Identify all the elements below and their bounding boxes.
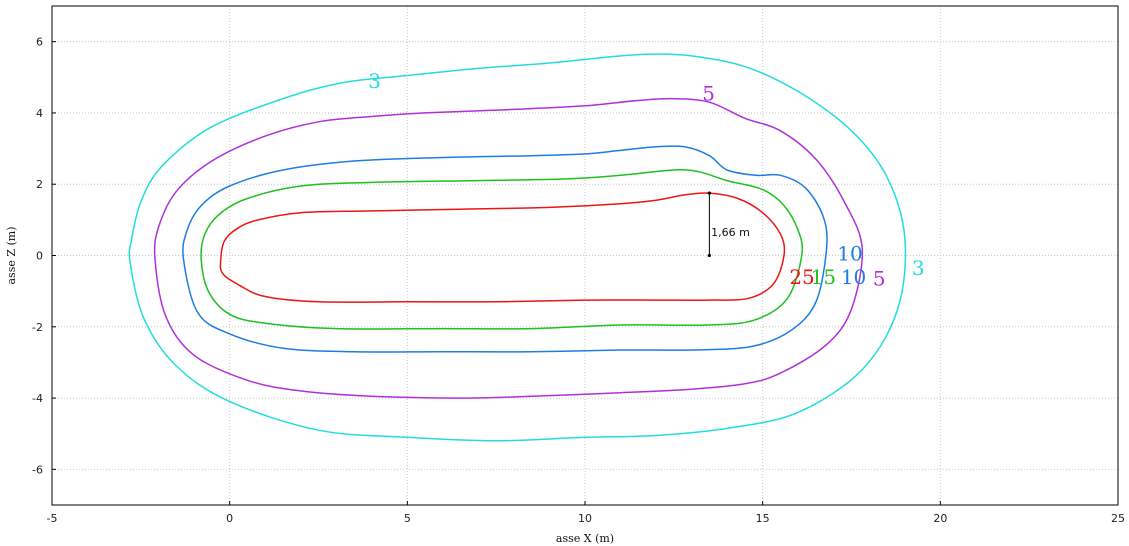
y-tick-label: 2 [36,178,43,191]
contour-label-3: 3 [368,69,381,93]
y-tick-label: 6 [36,36,43,49]
contour-label-3: 3 [912,256,925,280]
annotation-point [708,254,711,257]
grid-lines [52,6,1118,505]
x-tick-label: 0 [226,512,233,525]
annotation-text: 1,66 m [711,226,750,239]
y-tick-label: -6 [32,463,43,476]
contour-series [129,54,905,441]
contour-label-5: 5 [873,267,886,291]
annotation-point [708,192,711,195]
contour-line-5 [155,99,863,398]
y-axis-label: asse Z (m) [5,226,18,284]
contour-label-25: 25 [789,265,814,289]
x-tick-label: 20 [933,512,947,525]
y-tick-label: 4 [36,107,43,120]
y-tick-label: -2 [32,321,43,334]
x-tick-label: 15 [756,512,770,525]
x-tick-label: -5 [47,512,58,525]
contour-label-10: 10 [837,242,862,266]
contour-line-3 [129,54,905,441]
contour-line-10 [183,146,827,352]
contour-line-25 [220,193,784,302]
x-tick-label: 25 [1111,512,1125,525]
x-axis-label: asse X (m) [556,532,614,545]
contour-label-5: 5 [702,81,715,105]
x-tick-label: 10 [578,512,592,525]
y-tick-label: 0 [36,250,43,263]
x-tick-label: 5 [404,512,411,525]
y-tick-label: -4 [32,392,43,405]
contour-label-10: 10 [841,265,866,289]
